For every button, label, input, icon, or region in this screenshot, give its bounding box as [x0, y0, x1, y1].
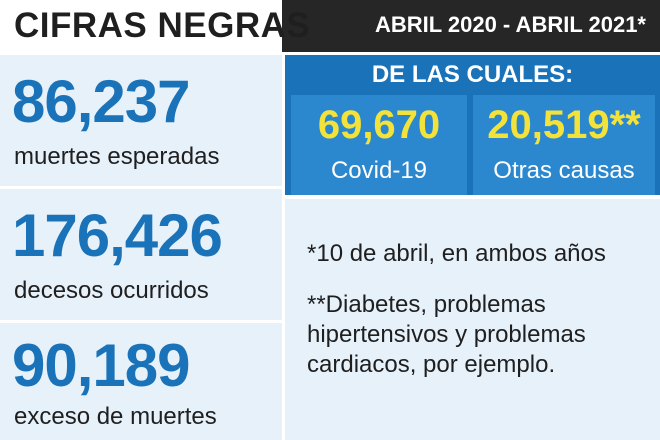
stat-label: muertes esperadas: [14, 143, 220, 170]
other-causes-value: 20,519**: [487, 103, 641, 147]
stat-value: 90,189: [12, 332, 191, 399]
other-causes-box: 20,519** Otras causas: [473, 95, 655, 195]
covid-box: 69,670 Covid-19: [291, 95, 467, 195]
stat-label: exceso de muertes: [14, 403, 217, 430]
stat-value: 176,426: [12, 202, 223, 269]
stat-excess-deaths: 90,189 exceso de muertes: [0, 323, 282, 440]
title-box: CIFRAS NEGRAS: [0, 0, 310, 52]
stat-expected-deaths: 86,237 muertes esperadas: [0, 55, 282, 186]
footnotes-panel: *10 de abril, en ambos años **Diabetes, …: [285, 199, 660, 440]
stat-value: 86,237: [12, 68, 191, 135]
footnote-date: *10 de abril, en ambos años: [307, 240, 606, 267]
breakdown-title: DE LAS CUALES:: [371, 61, 574, 88]
date-range: ABRIL 2020 - ABRIL 2021*: [374, 12, 646, 37]
stat-label: decesos ocurridos: [14, 277, 209, 304]
other-causes-label: Otras causas: [493, 157, 635, 184]
covid-label: Covid-19: [330, 157, 428, 184]
covid-value: 69,670: [317, 103, 441, 147]
header-bar: CIFRAS NEGRAS ABRIL 2020 - ABRIL 2021*: [0, 0, 660, 52]
page-title: CIFRAS NEGRAS: [14, 6, 311, 45]
footnote-other-causes: **Diabetes, problemas hipertensivos y pr…: [307, 291, 586, 378]
breakdown-panel: DE LAS CUALES: 69,670 Covid-19 20,519** …: [285, 55, 660, 195]
stat-occurred-deaths: 176,426 decesos ocurridos: [0, 189, 282, 320]
